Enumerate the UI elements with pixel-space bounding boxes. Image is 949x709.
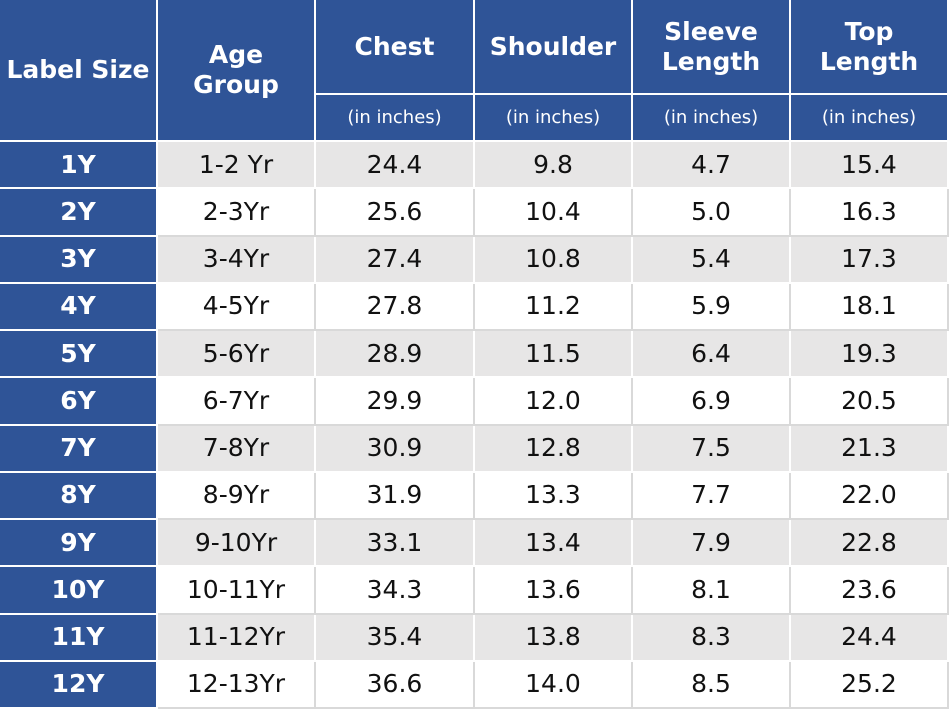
table-cell: 3-4Yr xyxy=(158,236,316,284)
table-cell: 23.6 xyxy=(791,567,949,615)
table-cell: 10-11Yr xyxy=(158,567,316,615)
table-cell: 21.3 xyxy=(791,425,949,473)
size-label: 10Y xyxy=(0,567,158,615)
size-label: 2Y xyxy=(0,189,158,237)
table-cell: 9.8 xyxy=(475,142,633,190)
table-cell: 28.9 xyxy=(316,331,475,379)
table-cell: 25.2 xyxy=(791,661,949,709)
table-cell: 11.2 xyxy=(475,283,633,331)
table-cell: 13.4 xyxy=(475,520,633,568)
table-cell: 11-12Yr xyxy=(158,614,316,662)
table-cell: 35.4 xyxy=(316,614,475,662)
table-cell: 8.1 xyxy=(633,567,791,615)
table-cell: 12-13Yr xyxy=(158,661,316,709)
table-cell: 1-2 Yr xyxy=(158,142,316,190)
size-label: 7Y xyxy=(0,425,158,473)
table-cell: 4.7 xyxy=(633,142,791,190)
table-cell: 8.5 xyxy=(633,661,791,709)
column-unit: (in inches) xyxy=(791,95,949,142)
table-cell: 36.6 xyxy=(316,661,475,709)
table-cell: 13.8 xyxy=(475,614,633,662)
table-cell: 29.9 xyxy=(316,378,475,426)
table-cell: 6.9 xyxy=(633,378,791,426)
size-label: 12Y xyxy=(0,661,158,709)
table-cell: 22.8 xyxy=(791,520,949,568)
table-cell: 34.3 xyxy=(316,567,475,615)
table-cell: 12.0 xyxy=(475,378,633,426)
size-label: 11Y xyxy=(0,614,158,662)
column-header: Age Group xyxy=(158,0,316,142)
size-label: 5Y xyxy=(0,331,158,379)
table-cell: 8.3 xyxy=(633,614,791,662)
table-cell: 2-3Yr xyxy=(158,189,316,237)
table-cell: 25.6 xyxy=(316,189,475,237)
table-cell: 11.5 xyxy=(475,331,633,379)
table-cell: 24.4 xyxy=(316,142,475,190)
column-header: Top Length xyxy=(791,0,949,95)
table-cell: 19.3 xyxy=(791,331,949,379)
size-label: 4Y xyxy=(0,283,158,331)
table-cell: 7-8Yr xyxy=(158,425,316,473)
table-cell: 20.5 xyxy=(791,378,949,426)
table-cell: 30.9 xyxy=(316,425,475,473)
table-cell: 15.4 xyxy=(791,142,949,190)
column-unit: (in inches) xyxy=(475,95,633,142)
column-unit: (in inches) xyxy=(633,95,791,142)
table-cell: 12.8 xyxy=(475,425,633,473)
table-cell: 10.8 xyxy=(475,236,633,284)
table-cell: 18.1 xyxy=(791,283,949,331)
column-header: Label Size xyxy=(0,0,158,142)
table-cell: 10.4 xyxy=(475,189,633,237)
table-cell: 8-9Yr xyxy=(158,472,316,520)
table-cell: 4-5Yr xyxy=(158,283,316,331)
table-cell: 7.9 xyxy=(633,520,791,568)
table-cell: 24.4 xyxy=(791,614,949,662)
table-cell: 27.8 xyxy=(316,283,475,331)
table-cell: 13.3 xyxy=(475,472,633,520)
table-cell: 5-6Yr xyxy=(158,331,316,379)
column-unit: (in inches) xyxy=(316,95,475,142)
size-label: 1Y xyxy=(0,142,158,190)
column-header: Chest xyxy=(316,0,475,95)
size-label: 9Y xyxy=(0,520,158,568)
table-cell: 17.3 xyxy=(791,236,949,284)
table-cell: 33.1 xyxy=(316,520,475,568)
table-cell: 22.0 xyxy=(791,472,949,520)
size-label: 8Y xyxy=(0,472,158,520)
table-cell: 14.0 xyxy=(475,661,633,709)
size-label: 3Y xyxy=(0,236,158,284)
table-cell: 6.4 xyxy=(633,331,791,379)
size-label: 6Y xyxy=(0,378,158,426)
table-cell: 13.6 xyxy=(475,567,633,615)
table-cell: 31.9 xyxy=(316,472,475,520)
table-cell: 5.0 xyxy=(633,189,791,237)
table-cell: 27.4 xyxy=(316,236,475,284)
table-cell: 9-10Yr xyxy=(158,520,316,568)
table-cell: 7.5 xyxy=(633,425,791,473)
column-header: Sleeve Length xyxy=(633,0,791,95)
table-cell: 5.4 xyxy=(633,236,791,284)
table-cell: 6-7Yr xyxy=(158,378,316,426)
table-cell: 5.9 xyxy=(633,283,791,331)
table-cell: 7.7 xyxy=(633,472,791,520)
column-header: Shoulder xyxy=(475,0,633,95)
table-cell: 16.3 xyxy=(791,189,949,237)
